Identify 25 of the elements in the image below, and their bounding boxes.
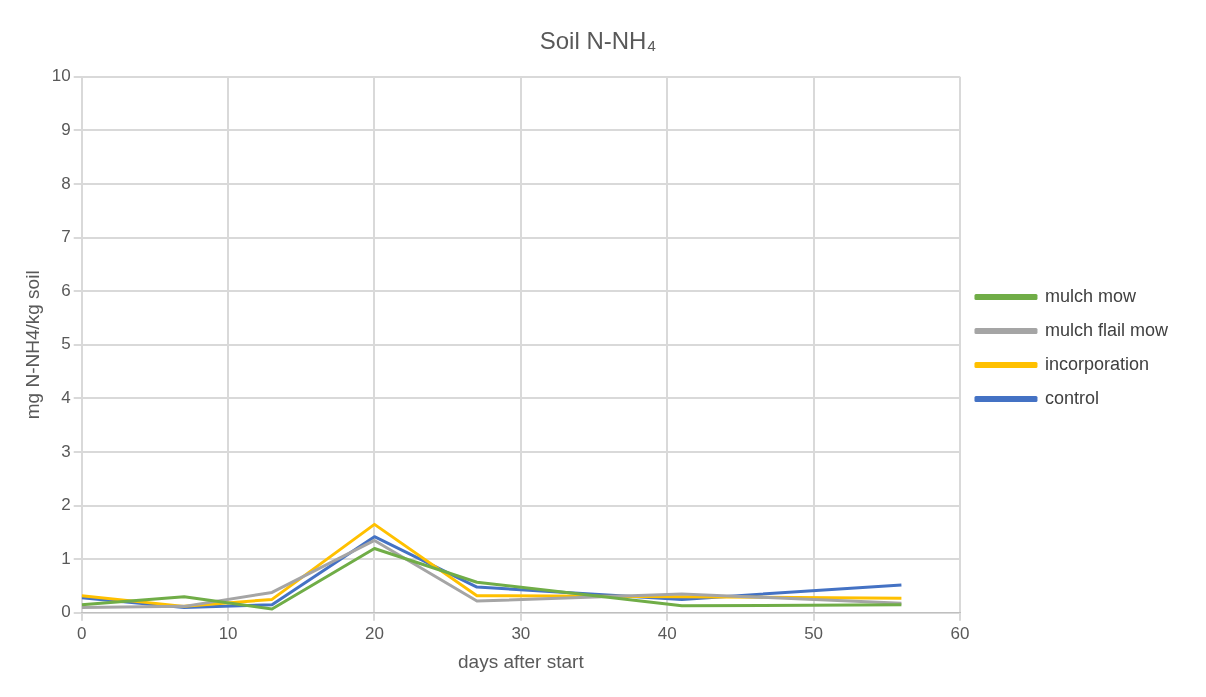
legend-label: incorporation [1044,353,1150,374]
x-tick-label: 30 [511,623,531,643]
y-tick-label: 8 [61,173,71,193]
x-tick-label: 20 [365,623,384,643]
y-tick-label: 6 [61,280,71,300]
y-tick-label: 0 [61,602,71,622]
x-tick-label: 0 [76,623,87,643]
y-tick-label: 10 [51,66,71,86]
y-tick-label: 1 [61,548,71,568]
x-tick-label: 40 [657,623,677,643]
legend-label: mulch flail mow [1044,319,1169,340]
y-tick-label: 4 [61,388,71,408]
y-tick-label: 7 [61,227,71,247]
legend-label: mulch mow [1044,285,1137,306]
x-tick-label: 50 [804,623,824,643]
x-tick-label: 60 [950,623,970,643]
legend-label: control [1044,387,1099,408]
y-tick-label: 9 [61,120,71,140]
x-tick-label: 10 [218,623,238,643]
y-tick-label: 5 [61,334,71,354]
y-axis-title: mg N-NH4/kg soil [21,270,43,420]
y-tick-label: 3 [61,441,71,461]
x-axis-title: days after start [458,650,585,672]
y-tick-label: 2 [61,495,71,515]
chart-title: Soil N-NH₄ [539,27,657,55]
